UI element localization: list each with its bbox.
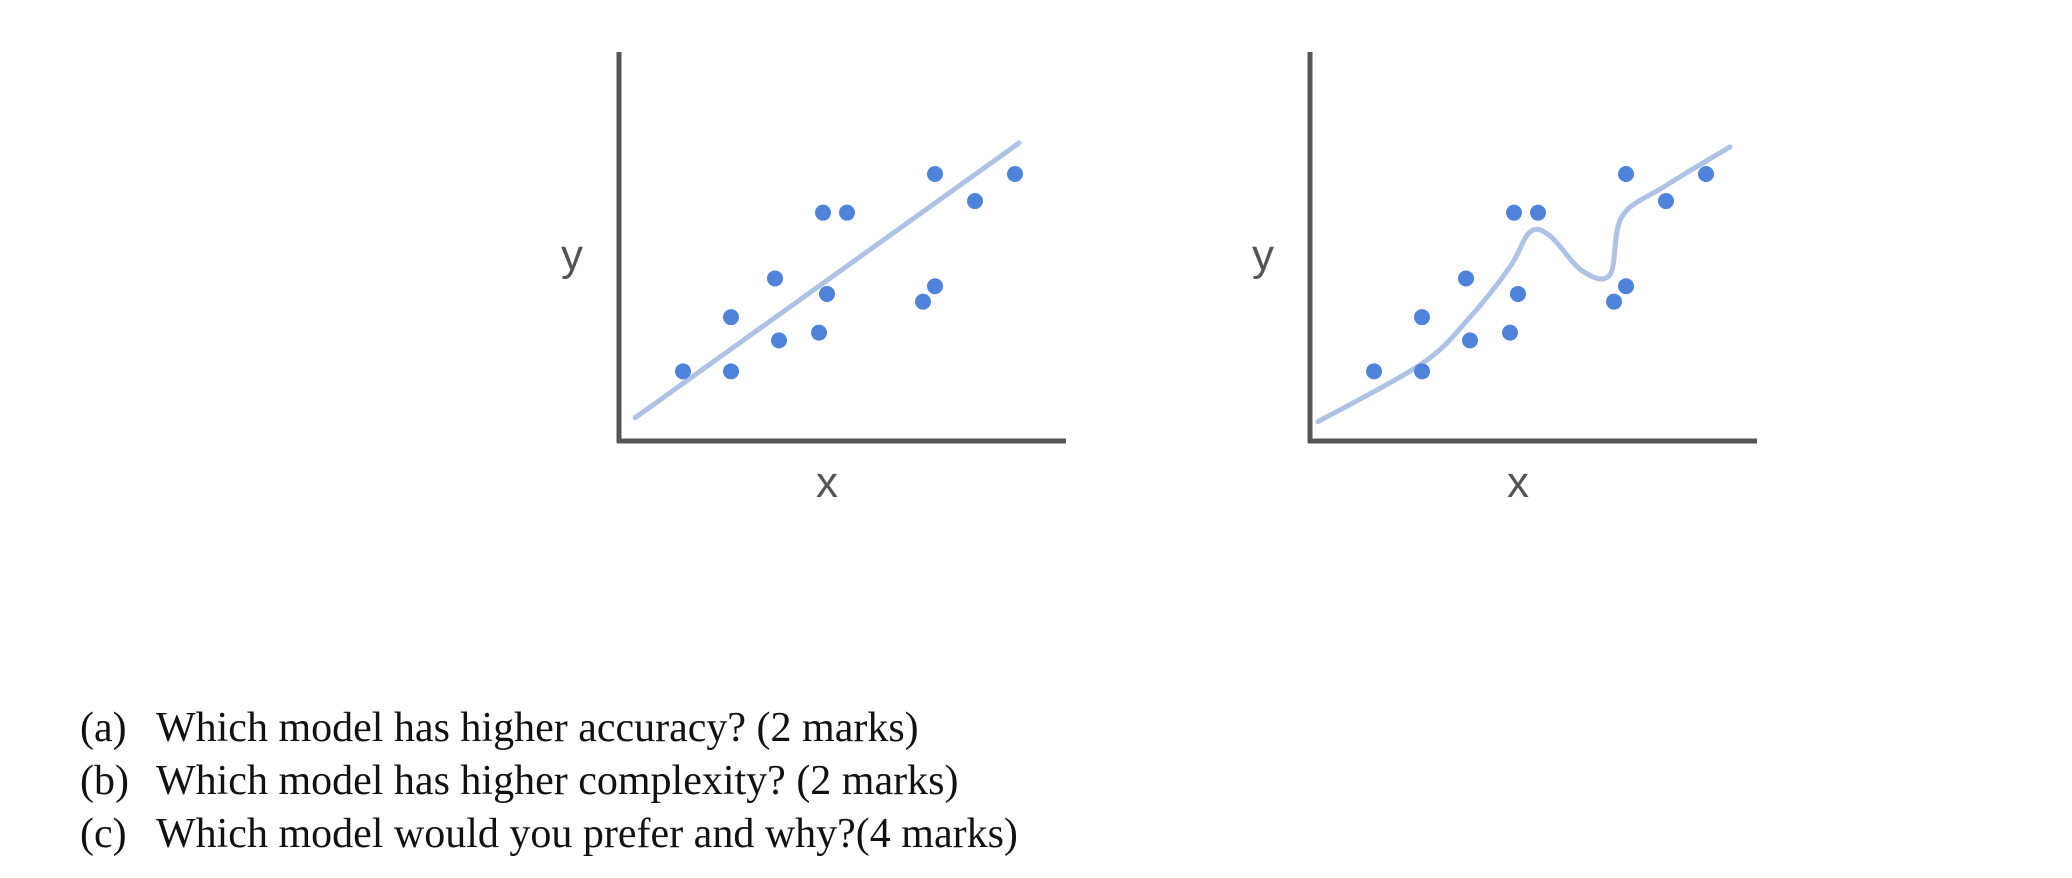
data-point [1458, 270, 1474, 287]
data-point [1658, 193, 1674, 210]
question-a: (a) Which model has higher accuracy? (2 m… [80, 702, 1018, 755]
plot-complex-model: y x [1252, 52, 1757, 507]
question-letter: (a) [80, 705, 127, 751]
data-point [1530, 204, 1546, 221]
fit-line-layer [632, 140, 1022, 421]
data-point [723, 363, 739, 380]
data-point [1506, 204, 1522, 221]
x-axis-label: x [1507, 458, 1529, 507]
data-point [1462, 332, 1478, 349]
data-point [767, 270, 783, 287]
data-point [675, 363, 691, 380]
data-points-layer [675, 165, 1023, 380]
x-axis-label: x [816, 458, 838, 507]
data-point [1606, 293, 1622, 310]
question-letter: (c) [80, 811, 127, 857]
data-point [1007, 165, 1023, 182]
y-axis-label: y [1252, 231, 1274, 280]
question-letter: (b) [80, 758, 129, 804]
question-text: Which model has higher complexity? (2 ma… [156, 758, 959, 804]
data-point [1618, 165, 1634, 182]
data-point [723, 309, 739, 326]
data-point [1502, 324, 1518, 341]
data-point [1618, 278, 1634, 295]
data-point [811, 324, 827, 341]
data-point [815, 204, 831, 221]
data-point [1510, 285, 1526, 302]
question-b: (b) Which model has higher complexity? (2… [80, 755, 1018, 808]
question-text: Which model would you prefer and why?(4 … [156, 811, 1018, 857]
data-points-layer [1366, 165, 1714, 380]
data-point [967, 193, 983, 210]
y-axis-label: y [561, 231, 583, 280]
data-point [927, 278, 943, 295]
data-point [1366, 363, 1382, 380]
figure-canvas: y x y x [561, 52, 1757, 507]
plot-linear-model: y x [561, 52, 1066, 507]
data-point [1698, 165, 1714, 182]
data-point [1414, 309, 1430, 326]
data-point [1414, 363, 1430, 380]
data-point [839, 204, 855, 221]
fit-curve-layer [1315, 144, 1733, 425]
fit-line [632, 140, 1022, 421]
data-point [771, 332, 787, 349]
data-point [915, 293, 931, 310]
question-list: (a) Which model has higher accuracy? (2 m… [80, 702, 1018, 861]
question-c: (c) Which model would you prefer and why?… [80, 808, 1018, 861]
data-point [927, 165, 943, 182]
fit-curve [1315, 144, 1733, 425]
data-point [819, 285, 835, 302]
question-text: Which model has higher accuracy? (2 mark… [156, 705, 919, 751]
